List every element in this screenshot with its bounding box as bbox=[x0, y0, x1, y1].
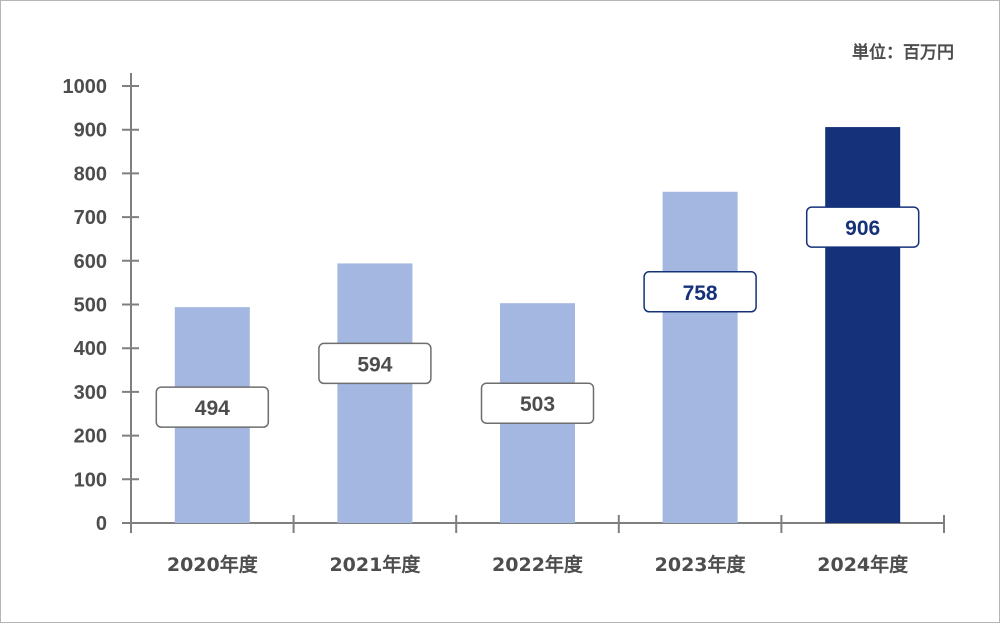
x-category-label: 2023年度 bbox=[655, 553, 747, 576]
y-tick-label: 1000 bbox=[63, 76, 108, 98]
y-tick-label: 700 bbox=[74, 207, 107, 229]
data-label: 758 bbox=[683, 282, 718, 305]
data-label: 494 bbox=[195, 397, 230, 420]
y-tick-label: 900 bbox=[74, 120, 107, 142]
bar bbox=[825, 127, 901, 523]
y-tick-label: 0 bbox=[96, 513, 107, 535]
x-category-label: 2022年度 bbox=[492, 553, 584, 576]
x-category-label: 2020年度 bbox=[167, 553, 259, 576]
y-tick-label: 200 bbox=[74, 426, 107, 448]
y-tick-label: 100 bbox=[74, 469, 107, 491]
bar bbox=[662, 191, 738, 523]
data-label: 906 bbox=[845, 217, 880, 240]
data-label-box bbox=[643, 271, 757, 313]
y-tick-label: 600 bbox=[74, 251, 107, 273]
bar bbox=[337, 263, 413, 523]
x-category-label: 2024年度 bbox=[817, 553, 909, 576]
data-label-box bbox=[480, 382, 595, 424]
unit-label: 単位：百万円 bbox=[852, 42, 954, 63]
y-tick-label: 400 bbox=[74, 338, 107, 360]
data-label-box bbox=[805, 206, 920, 248]
y-tick-label: 500 bbox=[74, 295, 107, 317]
y-tick-label: 800 bbox=[74, 163, 107, 185]
data-label: 594 bbox=[357, 353, 392, 376]
data-label: 503 bbox=[520, 393, 555, 416]
data-label-box bbox=[155, 386, 270, 428]
data-label-box bbox=[318, 342, 432, 385]
y-tick-label: 300 bbox=[74, 382, 107, 404]
x-category-label: 2021年度 bbox=[329, 553, 421, 576]
